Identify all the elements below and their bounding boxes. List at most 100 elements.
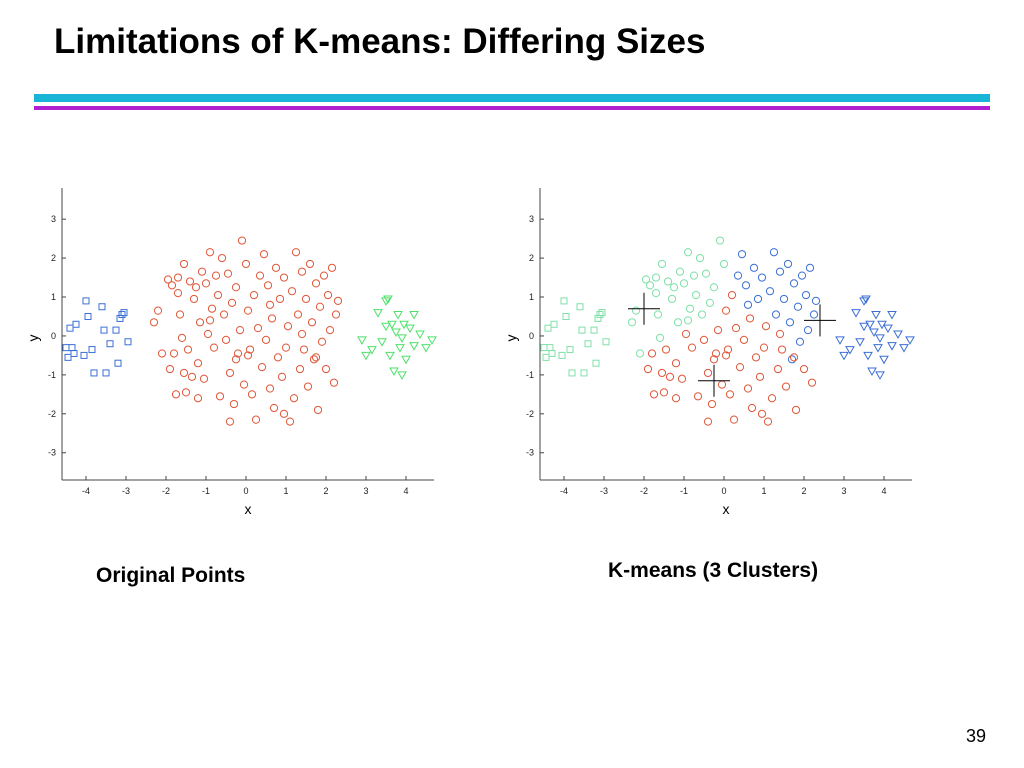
- triangle-point: [893, 330, 903, 340]
- kmeans-scatter-plot: -4 -3 -2 -1 0 1 2 3 4 -3 -2 -1 0 1 2 3 x y: [484, 180, 924, 520]
- circle-point: [695, 253, 705, 263]
- circle-point: [735, 362, 745, 372]
- circle-point: [211, 271, 221, 280]
- circle-point: [799, 364, 809, 374]
- circle-point: [675, 267, 685, 276]
- triangle-point: [851, 309, 861, 318]
- square-point: [562, 312, 570, 320]
- circle-point: [801, 290, 811, 300]
- circle-point: [697, 310, 707, 319]
- circle-point: [653, 310, 663, 319]
- square-point: [112, 326, 120, 334]
- circle-point: [207, 304, 217, 313]
- circle-point: [701, 269, 711, 278]
- circle-point: [321, 364, 331, 374]
- circle-point: [245, 345, 255, 354]
- circle-point: [209, 343, 219, 352]
- circle-point: [275, 294, 285, 304]
- triangle-point: [905, 336, 915, 345]
- y-tick-label: -1: [526, 370, 534, 380]
- circle-point: [661, 345, 671, 354]
- circle-point: [187, 372, 197, 381]
- circle-point: [167, 281, 177, 290]
- circle-point: [319, 271, 329, 280]
- circle-point: [251, 415, 261, 424]
- x-axis-label: x: [245, 501, 252, 517]
- circle-point: [291, 248, 301, 257]
- circle-point: [257, 362, 267, 372]
- triangle-point: [397, 334, 407, 343]
- triangle-point: [883, 324, 893, 334]
- square-point: [80, 351, 88, 359]
- circle-point: [309, 355, 319, 364]
- triangle-point: [409, 311, 419, 320]
- circle-point: [761, 322, 771, 331]
- circle-point: [755, 372, 765, 381]
- x-tick-label: -4: [560, 486, 568, 496]
- circle-point: [289, 394, 299, 403]
- circle-point: [641, 275, 651, 284]
- triangle-point: [381, 322, 391, 332]
- circle-point: [253, 324, 263, 333]
- square-point: [560, 297, 568, 305]
- y-tick-label: 1: [51, 292, 56, 302]
- circle-point: [811, 296, 821, 306]
- circle-point: [323, 290, 333, 300]
- circle-point: [191, 283, 201, 292]
- triangle-point: [869, 328, 879, 338]
- circle-point: [647, 349, 657, 358]
- square-point: [116, 314, 124, 322]
- circle-point: [199, 374, 209, 383]
- triangle-point: [839, 351, 849, 361]
- triangle-point: [855, 338, 865, 347]
- circle-point: [743, 300, 753, 309]
- circle-point: [169, 349, 179, 358]
- circle-point: [269, 403, 279, 413]
- circle-point: [771, 310, 781, 319]
- triangle-point: [899, 344, 909, 353]
- triangle-point: [879, 355, 889, 365]
- circle-point: [725, 390, 735, 399]
- circle-point: [235, 326, 245, 335]
- circle-point: [659, 388, 669, 397]
- circle-point: [793, 302, 803, 311]
- circle-point: [225, 368, 235, 378]
- circle-point: [745, 314, 755, 323]
- circle-point: [225, 417, 235, 426]
- y-axis-label: y: [503, 335, 519, 342]
- kmeans-caption: K-means (3 Clusters): [608, 559, 819, 582]
- circle-point: [645, 281, 655, 290]
- circle-point: [721, 306, 731, 315]
- circle-point: [183, 345, 193, 354]
- circle-point: [205, 316, 215, 325]
- circle-point: [223, 269, 233, 278]
- x-tick-label: -2: [640, 486, 648, 496]
- x-tick-label: 4: [403, 486, 408, 496]
- square-point: [596, 311, 604, 319]
- x-tick-label: -1: [680, 486, 688, 496]
- circle-point: [673, 318, 683, 327]
- circle-point: [281, 343, 291, 352]
- circle-point: [657, 368, 667, 378]
- circle-point: [693, 392, 703, 401]
- triangle-point: [393, 311, 403, 320]
- x-tick-label: 0: [721, 486, 726, 496]
- circle-point: [333, 296, 343, 306]
- square-point: [66, 324, 74, 332]
- scatter-svg-original: -4 -3 -2 -1 0 1 2 3 4 -3 -2 -1 0 1 2 3 x y: [25, 188, 437, 517]
- triangle-point: [835, 336, 845, 345]
- square-point: [544, 324, 552, 332]
- circle-point: [741, 281, 751, 290]
- x-tick-label: 1: [283, 486, 288, 496]
- circle-point: [301, 294, 311, 304]
- triangle-point: [845, 346, 855, 355]
- square-point: [62, 344, 70, 352]
- circle-point: [171, 390, 181, 399]
- x-tick-label: 4: [881, 486, 886, 496]
- circle-point: [727, 290, 737, 300]
- circle-point: [779, 294, 789, 304]
- circle-point: [781, 382, 791, 391]
- square-point: [102, 369, 110, 377]
- circle-point: [179, 259, 189, 269]
- circle-point: [683, 316, 693, 325]
